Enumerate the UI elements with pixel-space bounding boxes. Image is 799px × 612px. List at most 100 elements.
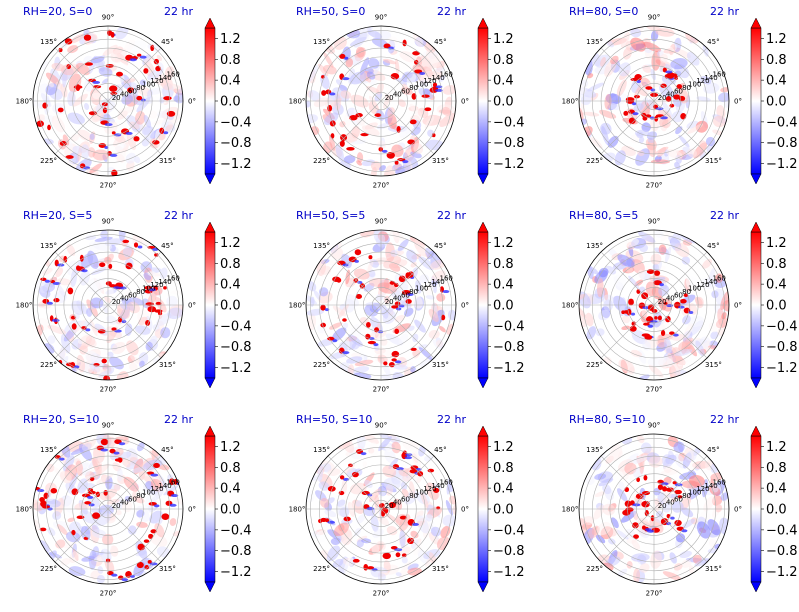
colorbar-tick-label: 0.4 xyxy=(766,482,787,497)
colorbar-tick-label: −0.4 xyxy=(766,319,798,334)
colorbar-tick-label: 1.2 xyxy=(220,440,241,455)
angle-tick-label: 90° xyxy=(648,218,660,226)
angular-gridline xyxy=(107,508,162,563)
panel-time: 22 hr xyxy=(164,413,193,426)
radial-tick-label: 20 xyxy=(385,502,394,510)
radial-tick-label: 20 xyxy=(658,502,667,510)
angular-gridline xyxy=(107,47,162,102)
radial-tick-label: 160 xyxy=(713,70,726,78)
radial-tick-label: 120 xyxy=(150,281,163,289)
panel-3: 0°45°90°135°180°225°270°315°20 40 60 801001… xyxy=(562,5,798,190)
colorbar: 1.2 0.8 0.4 0.0 −0.4 −0.8 −1.2 xyxy=(477,17,525,185)
colorbar-body xyxy=(750,27,762,175)
angular-gridline xyxy=(54,251,109,306)
radial-tick-label: 120 xyxy=(423,485,436,493)
colorbar: 1.2 0.8 0.4 0.0 −0.4 −0.8 −1.2 xyxy=(750,17,798,185)
angle-tick-label: 270° xyxy=(646,590,663,598)
angle-tick-label: 45° xyxy=(434,38,446,46)
radial-tick-label: 160 xyxy=(440,478,453,486)
radial-tick-label: 120 xyxy=(150,485,163,493)
angle-tick-label: 135° xyxy=(313,242,330,250)
colorbar-tick-label: −0.4 xyxy=(493,115,525,130)
angle-tick-label: 225° xyxy=(313,361,330,369)
colorbar-extend-min xyxy=(204,173,216,185)
angular-gridline xyxy=(327,455,382,510)
panel-time: 22 hr xyxy=(710,5,739,18)
radial-tick-label: 20 xyxy=(658,94,667,102)
colorbar-tick-label: 0.8 xyxy=(220,257,241,272)
colorbar-extend-max xyxy=(204,17,216,29)
colorbar-tick-label: 0.4 xyxy=(220,74,241,89)
radial-tick-label: 60 xyxy=(401,291,410,299)
radial-tick-label: 160 xyxy=(713,274,726,282)
colorbar-tick-label: 1.2 xyxy=(493,236,514,251)
colorbar-tick-label: 0.8 xyxy=(493,53,514,68)
colorbar-tick-label: 0.4 xyxy=(766,278,787,293)
colorbar-tick-label: 1.2 xyxy=(766,32,787,47)
angle-tick-label: 180° xyxy=(562,98,579,106)
angle-tick-label: 225° xyxy=(313,157,330,165)
angle-tick-label: 45° xyxy=(434,446,446,454)
radial-tick-label: 140 xyxy=(158,278,171,286)
radial-tick-label: 60 xyxy=(128,291,137,299)
colorbar-body xyxy=(750,231,762,379)
colorbar-tick-label: 1.2 xyxy=(766,440,787,455)
angle-tick-label: 270° xyxy=(100,386,117,394)
angle-tick-label: 180° xyxy=(562,506,579,514)
angular-gridline xyxy=(600,304,655,359)
panel-1: 0°45°90°135°180°225°270°315°20 40 60 801001… xyxy=(16,5,252,190)
angle-tick-label: 90° xyxy=(375,422,387,430)
radial-tick-label: 40 xyxy=(666,295,675,303)
panel-title: RH=20, S=0 xyxy=(23,5,92,18)
radial-tick-label: 140 xyxy=(158,482,171,490)
radial-tick-label: 100 xyxy=(415,285,428,293)
radial-tick-label: 20 xyxy=(112,502,121,510)
angle-tick-label: 315° xyxy=(705,361,722,369)
radial-tick-label: 40 xyxy=(393,295,402,303)
colorbar-tick-label: −1.2 xyxy=(766,361,798,376)
panel-time: 22 hr xyxy=(710,413,739,426)
angular-gridline xyxy=(380,508,435,563)
colorbar: 1.2 0.8 0.4 0.0 −0.4 −0.8 −1.2 xyxy=(204,425,252,593)
panel-7: 0°45°90°135°180°225°270°315°20 40 60 801001… xyxy=(16,413,252,598)
angular-gridline xyxy=(54,508,109,563)
radial-tick-label: 160 xyxy=(713,478,726,486)
radial-tick-label: 160 xyxy=(440,70,453,78)
angular-gridline xyxy=(327,304,382,359)
colorbar-tick-label: −1.2 xyxy=(766,157,798,172)
colorbar-tick-label: 0.0 xyxy=(766,95,787,110)
colorbar-tick-label: 0.8 xyxy=(766,461,787,476)
angle-tick-label: 0° xyxy=(734,98,742,106)
colorbar-tick-label: 0.0 xyxy=(220,95,241,110)
colorbar-tick-label: 0.0 xyxy=(766,503,787,518)
panel-title: RH=50, S=5 xyxy=(296,209,365,222)
colorbar-body xyxy=(477,27,489,175)
radial-tick-label: 40 xyxy=(120,499,129,507)
angular-gridline xyxy=(380,100,435,155)
colorbar: 1.2 0.8 0.4 0.0 −0.4 −0.8 −1.2 xyxy=(750,425,798,593)
colorbar-extend-min xyxy=(204,581,216,593)
angle-tick-label: 135° xyxy=(313,446,330,454)
angular-gridline xyxy=(653,47,708,102)
angle-tick-label: 270° xyxy=(100,182,117,190)
radial-tick-label: 100 xyxy=(415,81,428,89)
colorbar-tick-label: 0.8 xyxy=(766,53,787,68)
colorbar-extend-max xyxy=(204,425,216,437)
radial-tick-label: 160 xyxy=(167,70,180,78)
panel-time: 22 hr xyxy=(710,209,739,222)
angle-tick-label: 315° xyxy=(705,157,722,165)
radial-tick-label: 40 xyxy=(120,295,129,303)
polar-frame xyxy=(32,229,184,381)
angle-tick-label: 45° xyxy=(707,38,719,46)
angle-tick-label: 180° xyxy=(289,302,306,310)
colorbar-extend-max xyxy=(750,17,762,29)
angle-tick-label: 45° xyxy=(434,242,446,250)
radial-tick-label: 120 xyxy=(696,77,709,85)
colorbar-tick-label: −0.8 xyxy=(766,544,798,559)
colorbar: 1.2 0.8 0.4 0.0 −0.4 −0.8 −1.2 xyxy=(204,221,252,389)
field-pattern xyxy=(33,26,183,176)
angular-gridline xyxy=(54,100,109,155)
angle-tick-label: 90° xyxy=(375,218,387,226)
colorbar-tick-label: −0.8 xyxy=(766,136,798,151)
panel-title: RH=50, S=0 xyxy=(296,5,365,18)
